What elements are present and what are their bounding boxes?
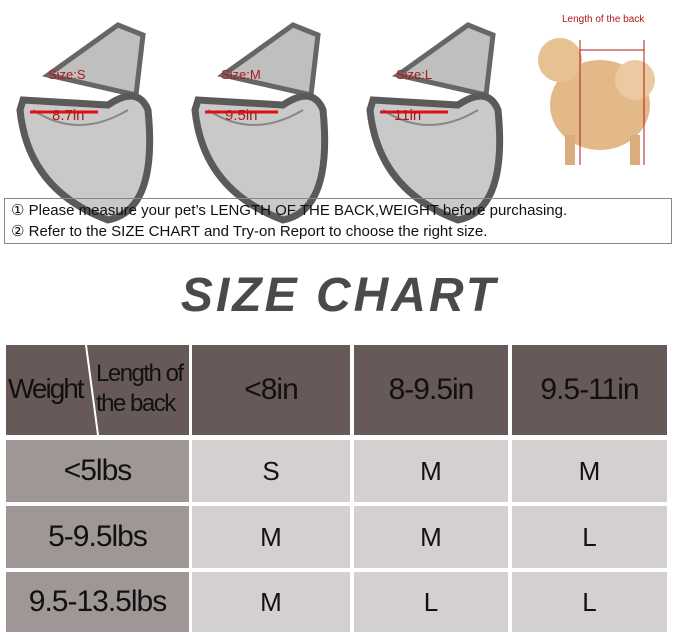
- row-header: <5lbs: [6, 440, 189, 502]
- size-cell: L: [512, 572, 667, 632]
- size-cell: M: [192, 572, 350, 632]
- column-header-text: 8-9.5in: [388, 373, 475, 406]
- size-cell: L: [512, 506, 667, 568]
- weight-header: Weight: [8, 373, 85, 404]
- size-label: Size:L: [396, 67, 433, 82]
- size-cell: L: [354, 572, 508, 632]
- width-label: 9.5in: [225, 107, 258, 124]
- size-cell: S: [192, 440, 350, 502]
- size-label: Size:M: [221, 67, 261, 82]
- length-header-line-2: the back: [96, 390, 176, 417]
- row-header-text: 9.5-13.5lbs: [28, 585, 167, 618]
- size-cell: M: [192, 506, 350, 568]
- column-header: <8in: [192, 345, 350, 435]
- column-header-text: 9.5-11in: [540, 373, 639, 406]
- size-cell: M: [354, 440, 508, 502]
- width-label: 11in: [394, 107, 422, 124]
- bag-large: Size:L 11in: [358, 0, 528, 230]
- column-header: 8-9.5in: [354, 345, 508, 435]
- column-header-text: <8in: [244, 373, 299, 406]
- column-header: 9.5-11in: [512, 345, 667, 435]
- pomeranian-illustration: [538, 38, 655, 165]
- row-header-text: 5-9.5lbs: [48, 520, 148, 553]
- bag-small: Size:S 8.7in: [8, 0, 178, 230]
- sling-bag-illustration: [191, 22, 329, 224]
- dog-photo: Length of the back: [530, 0, 679, 200]
- bag-medium: Size:M 9.5in: [183, 0, 353, 230]
- sling-bag-illustration: [16, 22, 154, 224]
- row-header: 9.5-13.5lbs: [6, 572, 189, 632]
- instruction-1: ① Please measure your pet’s LENGTH OF TH…: [11, 202, 568, 219]
- instruction-2: ② Refer to the SIZE CHART and Try-on Rep…: [11, 223, 488, 240]
- length-of-back-label: Length of the back: [562, 14, 645, 25]
- size-chart-title: SIZE CHART: [180, 269, 499, 322]
- size-label: Size:S: [48, 67, 86, 82]
- row-header: 5-9.5lbs: [6, 506, 189, 568]
- row-header-text: <5lbs: [63, 454, 133, 487]
- sling-bag-illustration: [366, 22, 504, 224]
- length-header-line-1: Length of: [96, 360, 184, 387]
- length-header: Length of the back: [96, 359, 184, 419]
- corner-header: Weight Length of the back: [6, 345, 189, 435]
- diagonal-divider: [85, 345, 99, 435]
- width-label: 8.7in: [52, 107, 85, 124]
- instructions-box: ① Please measure your pet’s LENGTH OF TH…: [4, 198, 672, 244]
- size-cell: M: [512, 440, 667, 502]
- size-cell: M: [354, 506, 508, 568]
